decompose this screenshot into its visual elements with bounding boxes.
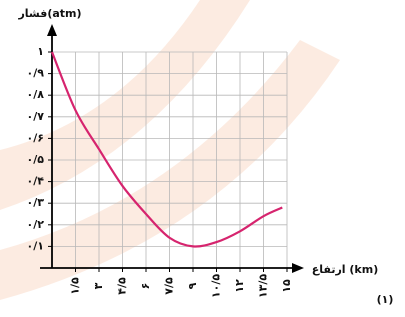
x-tick-label: ۳ [92, 282, 105, 289]
x-axis-label: ارتفاع (km) [312, 263, 378, 276]
x-tick-label: ۱۲ [233, 279, 246, 293]
y-tick-label: ۰/۸ [27, 88, 45, 101]
y-tick-label: ۰/۵ [27, 153, 45, 166]
x-tick-label: ۷/۵ [163, 277, 176, 295]
x-tick-label: ۴/۵ [116, 277, 129, 295]
y-tick-label: ۰/۲ [27, 218, 45, 231]
y-tick-label: ۰/۴ [27, 175, 45, 188]
x-tick-label: ۱۳/۵ [257, 274, 270, 298]
x-tick-label: ۱/۵ [69, 277, 82, 295]
y-tick-label: ۰/۶ [27, 131, 44, 144]
y-tick-label: ۰/۷ [27, 110, 45, 123]
y-tick-label: ۰/۳ [27, 196, 45, 209]
x-tick-label: ۱۵ [280, 279, 293, 293]
x-tick-label: ۶ [139, 283, 152, 290]
x-tick-label: ۱۰/۵ [210, 274, 223, 298]
y-tick-label: ۱ [37, 45, 44, 58]
annotation: (۱) [377, 293, 394, 306]
y-arrow [47, 24, 57, 36]
y-axis-label: فشار(atm) [17, 7, 81, 20]
x-arrow [292, 263, 304, 273]
x-tick-label: ۹ [186, 282, 199, 289]
chart: فشار(atm) ارتفاع (km) (۱) ۰/۱ ۰/۲ ۰/۳ ۰/۴ ۰/… [0, 0, 405, 313]
y-tick-label: ۰/۹ [27, 67, 45, 80]
y-tick-label: ۰/۱ [27, 239, 44, 252]
